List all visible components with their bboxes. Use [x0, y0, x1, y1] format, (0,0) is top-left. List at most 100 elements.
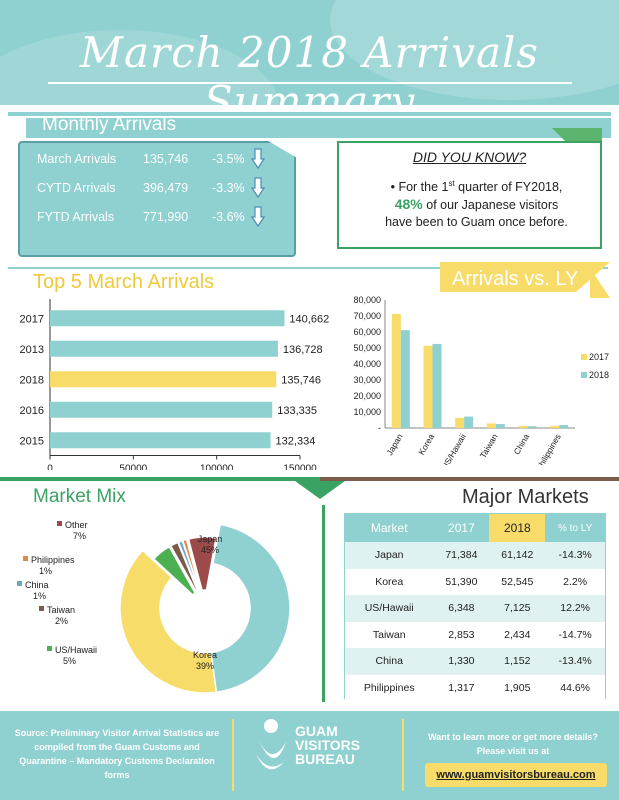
monthly-row-label: CYTD Arrivals — [37, 181, 116, 195]
data-label: 140,662 — [289, 313, 329, 325]
bar — [527, 426, 537, 428]
table-row: China 1,330 1,152 -13.4% — [345, 648, 605, 675]
legend-marker — [47, 646, 52, 651]
bar — [432, 343, 442, 428]
table-cell: -14.3% — [558, 549, 592, 562]
slice-pct: 39% — [196, 661, 214, 671]
dyk-highlight: 48% — [394, 196, 423, 213]
table-cell: 2,434 — [504, 628, 531, 641]
table-cell: China — [375, 655, 403, 668]
table-cell: 6,348 — [448, 602, 475, 615]
top5-heading: Top 5 March Arrivals — [33, 271, 215, 293]
x-tick-label: 0 — [47, 464, 53, 471]
table-header-cell: Market — [345, 514, 434, 542]
pie-slice — [181, 538, 202, 592]
legend-label: 2017 — [589, 352, 609, 362]
y-tick-label: 10,000 — [353, 407, 381, 417]
top5-bar-chart: 2017 140,662 2013 136,728 2018 135,746 2016 133… — [20, 299, 329, 471]
table-cell: 52,545 — [501, 575, 534, 588]
table-header-cell: 2018 — [489, 514, 546, 542]
monthly-row-change: -3.6% — [212, 210, 245, 224]
table-cell: 1,905 — [504, 681, 531, 694]
bar — [50, 432, 271, 449]
table-cell: -13.4% — [558, 655, 592, 668]
y-tick-label: 20,000 — [353, 391, 381, 401]
bar — [495, 424, 505, 428]
market-mix-heading: Market Mix — [33, 486, 126, 507]
table-header-cell: 2017 — [433, 514, 490, 542]
legend-swatch — [581, 372, 587, 378]
monthly-heading: Monthly Arrivals — [42, 114, 177, 135]
major-markets-table: Market 2017 2018% to LY Japan 71,384 61,142 -1… — [344, 513, 606, 701]
legend-swatch — [581, 354, 587, 360]
legend-marker — [39, 606, 44, 611]
x-tick-label: 100000 — [200, 464, 234, 471]
down-arrow-icon — [251, 206, 265, 228]
monthly-row-label: March Arrivals — [37, 152, 117, 166]
dyk-title: DID YOU KNOW? — [412, 149, 527, 165]
category-label: 2015 — [20, 435, 44, 447]
bar — [423, 345, 433, 428]
pie-slice — [210, 523, 291, 694]
slice-pct: 1% — [33, 591, 46, 601]
category-label: 2018 — [20, 374, 44, 386]
slice-label: Other — [65, 520, 88, 530]
y-tick-label: 30,000 — [353, 375, 381, 385]
arrivals-vs-ly-chart: - 10,000 20,000 30,000 40,000 50,000 60,000 70,… — [353, 295, 609, 465]
table-cell: Taiwan — [372, 628, 406, 641]
x-tick-label: 150000 — [283, 464, 317, 471]
monthly-row-value: 396,479 — [143, 181, 189, 195]
pie-slice — [169, 541, 199, 594]
data-label: 132,334 — [276, 435, 316, 447]
table-row: Taiwan 2,853 2,434 -14.7% — [345, 621, 605, 648]
legend-marker — [23, 556, 28, 561]
table-cell: Philippines — [363, 681, 415, 694]
data-label: 133,335 — [277, 405, 317, 417]
bar — [550, 425, 560, 428]
monthly-row-change: -3.5% — [212, 152, 245, 166]
website-link[interactable]: www.guamvisitorsbureau.com — [425, 763, 607, 787]
category-label: Taiwan — [478, 432, 500, 460]
table-cell: Japan — [374, 549, 404, 562]
major-markets-heading: Major Markets — [462, 486, 589, 508]
table-cell: 1,152 — [504, 655, 531, 668]
category-label: US/Hawaii — [439, 432, 468, 465]
slice-label: Philippines — [31, 555, 75, 565]
table-header-cell: % to LY — [545, 514, 605, 542]
source-note: Source: Preliminary Visitor Arrival Stat… — [14, 728, 220, 780]
bar — [50, 340, 278, 357]
slice-label: US/Hawaii — [55, 645, 97, 655]
table-row: Korea 51,390 52,545 2.2% — [345, 568, 605, 595]
table-cell: 1,330 — [448, 655, 475, 668]
title-underline — [48, 82, 572, 84]
table-row: Philippines 1,317 1,905 44.6% — [345, 674, 605, 701]
bar — [455, 417, 465, 428]
table-cell: 1,317 — [448, 681, 475, 694]
arrivals-ly-heading: Arrivals vs. LY — [452, 268, 579, 290]
table-cell: 44.6% — [560, 681, 591, 694]
monthly-row-value: 135,746 — [143, 152, 189, 166]
category-label: Philippines — [534, 432, 563, 465]
did-you-know-box: DID YOU KNOW? • For the 1st quarter of F… — [337, 141, 602, 249]
category-label: Japan — [384, 432, 404, 457]
y-tick-label: 80,000 — [353, 295, 381, 305]
y-tick-label: 40,000 — [353, 359, 381, 369]
table-cell: -14.7% — [558, 628, 592, 641]
legend-label: 2018 — [589, 370, 609, 380]
x-tick-label: 50000 — [119, 464, 147, 471]
category-label: Korea — [416, 432, 436, 457]
slice-pct: 45% — [201, 545, 219, 555]
table-cell: 2.2% — [563, 575, 588, 588]
monthly-row-label: FYTD Arrivals — [37, 210, 115, 224]
pie-slice — [119, 549, 218, 694]
y-tick-label: 70,000 — [353, 311, 381, 321]
bar — [50, 310, 285, 327]
bar — [518, 425, 528, 428]
bar — [400, 330, 410, 428]
table-cell: 2,853 — [448, 628, 475, 641]
header-banner — [0, 0, 619, 105]
bar — [50, 401, 273, 418]
bar — [486, 423, 496, 428]
category-label: China — [511, 432, 531, 456]
